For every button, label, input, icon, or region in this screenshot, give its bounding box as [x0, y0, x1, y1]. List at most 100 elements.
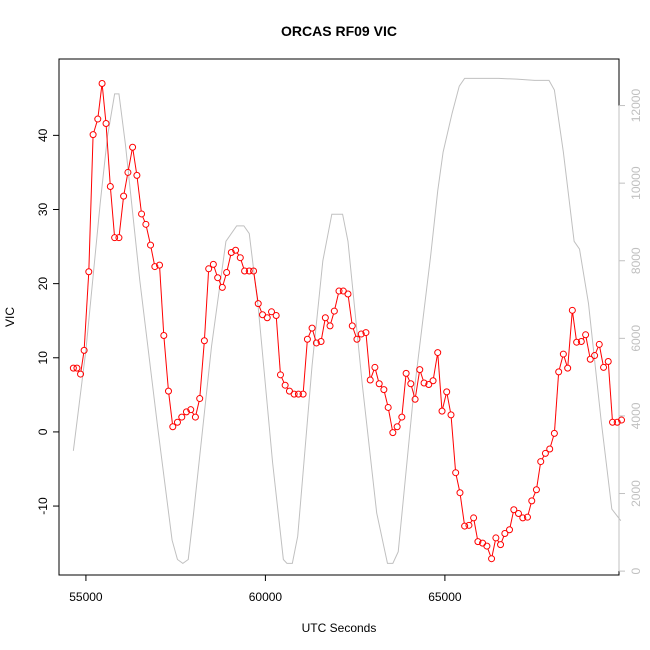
vic-point: [124, 168, 132, 176]
right-axis-tick-label: 4000: [629, 402, 643, 429]
vic-point: [73, 364, 81, 372]
vic-point: [559, 350, 567, 358]
vic-line-segment: [93, 121, 98, 132]
vic-point: [528, 497, 536, 505]
vic-point: [133, 171, 141, 179]
vic-point: [514, 509, 522, 517]
vic-point: [550, 429, 558, 437]
vic-line-segment: [388, 410, 393, 430]
vic-line-segment: [487, 548, 491, 557]
vic-point: [357, 330, 365, 338]
vic-point: [506, 526, 514, 534]
vic-point: [582, 331, 590, 339]
vic-point: [98, 79, 106, 87]
vic-line-segment: [330, 313, 334, 324]
vic-line-segment: [326, 320, 329, 324]
vic-point: [497, 541, 505, 549]
vic-line-segment: [370, 370, 375, 378]
vic-point: [89, 131, 97, 139]
left-axis-tick-label: 40: [36, 128, 50, 142]
vic-point: [85, 268, 93, 276]
vic-point: [600, 363, 608, 371]
right-axis: 0 2000 4000 6000 8000 10000 12000: [618, 89, 643, 574]
vic-point: [353, 335, 361, 343]
vic-line-segment: [218, 280, 222, 285]
vic-line-segment: [127, 150, 133, 170]
vic-line-segment: [204, 271, 210, 338]
altitude-line: [72, 77, 622, 564]
vic-line-segment: [527, 503, 532, 515]
vic-point: [115, 234, 123, 242]
vic-point: [191, 413, 199, 421]
vic-point: [245, 267, 253, 275]
vic-point: [465, 521, 473, 529]
vic-line-segment: [532, 492, 536, 499]
vic-point: [321, 314, 329, 322]
vic-point: [312, 339, 320, 347]
vic-point: [196, 395, 204, 403]
vic-line-segment: [83, 274, 90, 348]
vic-line-segment: [599, 347, 604, 365]
vic-point: [232, 246, 240, 254]
vic-line-segment: [420, 372, 424, 381]
vic-line-segment: [321, 320, 326, 339]
vic-point: [393, 423, 401, 431]
vic-point: [577, 337, 585, 345]
vic-point: [178, 413, 186, 421]
vic-point: [69, 364, 77, 372]
vic-point: [263, 314, 271, 322]
vic-point: [416, 366, 424, 374]
vic-line-segment: [365, 335, 371, 378]
vic-line-segment: [398, 419, 401, 425]
vic-line-segment: [88, 137, 94, 269]
vic-line-segment: [302, 342, 308, 392]
left-axis-tick-label: 10: [36, 351, 50, 365]
vic-line-segment: [168, 394, 173, 424]
vic-point: [371, 363, 379, 371]
vic-point: [205, 265, 213, 273]
vic-point: [94, 115, 102, 123]
vic-line-segment: [159, 268, 165, 333]
vic-line-segment: [281, 377, 285, 383]
vic-point: [438, 407, 446, 415]
vic-line-segment: [473, 520, 478, 539]
vic-point: [492, 534, 500, 542]
vic-line-segment: [101, 86, 107, 121]
vic-line-segment: [563, 356, 568, 366]
vic-point: [254, 300, 262, 308]
vic-point: [303, 335, 311, 343]
vic-point: [276, 371, 284, 379]
vic-point: [501, 529, 509, 537]
vic-point: [111, 234, 119, 242]
vic-point: [223, 269, 231, 277]
vic-point: [568, 306, 576, 314]
vic-point: [218, 283, 226, 291]
vic-point: [330, 307, 338, 315]
vic-point: [398, 413, 406, 421]
vic-point: [434, 349, 442, 357]
vic-line-segment: [536, 464, 541, 487]
vic-line-segment: [275, 318, 281, 372]
vic-point: [483, 542, 491, 550]
vic-point: [429, 377, 437, 385]
vic-point: [156, 261, 164, 269]
vic-point: [182, 408, 190, 416]
vic-point: [151, 263, 159, 271]
vic-line-segment: [110, 189, 115, 235]
right-axis-tick-label: 2000: [629, 480, 643, 507]
bottom-axis-tick-label: 60000: [249, 590, 283, 604]
vic-line-segment: [312, 330, 317, 341]
vic-point: [272, 312, 280, 320]
left-axis-tick-label: -10: [36, 497, 50, 515]
vic-point: [281, 381, 289, 389]
vic-line-segment: [437, 355, 443, 409]
vic-line-segment: [375, 370, 379, 381]
y-axis-label: VIC: [3, 307, 17, 327]
vic-point: [250, 267, 258, 275]
vic-point: [236, 254, 244, 262]
vic-point: [348, 322, 356, 330]
bottom-axis: 55000 60000 65000: [69, 574, 462, 604]
vic-point: [546, 445, 554, 453]
right-axis-tick-label: 6000: [629, 325, 643, 352]
